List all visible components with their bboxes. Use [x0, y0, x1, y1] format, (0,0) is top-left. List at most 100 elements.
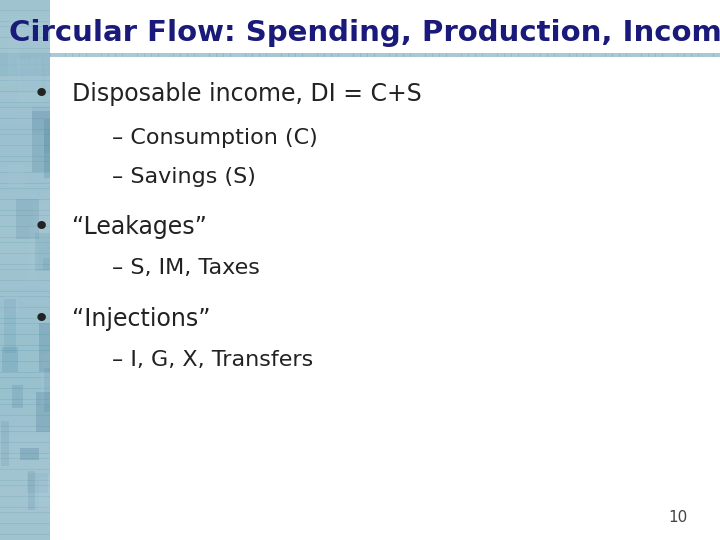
Bar	[0, 253, 50, 259]
Bar	[0, 226, 50, 232]
Bar	[0, 469, 50, 475]
Bar	[0, 329, 50, 335]
Text: – Consumption (C): – Consumption (C)	[112, 127, 318, 148]
Bar	[0, 361, 50, 367]
Bar	[44, 133, 56, 153]
Bar	[0, 210, 50, 216]
Bar	[166, 53, 174, 76]
Bar	[0, 59, 50, 65]
Bar	[0, 232, 50, 238]
Bar	[27, 473, 48, 493]
Bar	[475, 53, 483, 76]
Bar	[33, 201, 60, 238]
Bar	[0, 291, 50, 297]
Bar	[698, 53, 706, 76]
Text: Disposable income, DI = C+S: Disposable income, DI = C+S	[72, 83, 422, 106]
Bar	[130, 53, 138, 76]
Bar	[0, 286, 50, 292]
Bar	[0, 307, 50, 313]
Text: •: •	[32, 305, 50, 333]
Bar	[0, 194, 50, 200]
Bar	[173, 53, 181, 76]
Bar	[0, 480, 50, 486]
Bar	[115, 53, 123, 76]
Bar	[17, 69, 46, 93]
Bar	[634, 53, 642, 76]
Bar	[583, 53, 591, 76]
Bar	[410, 53, 418, 76]
Bar	[0, 259, 50, 265]
Bar	[0, 43, 50, 49]
Bar	[29, 53, 37, 76]
Bar	[44, 119, 73, 178]
Bar	[41, 354, 58, 406]
Bar	[0, 496, 50, 502]
Bar	[16, 199, 39, 239]
Bar	[0, 156, 50, 162]
Bar	[7, 53, 15, 76]
Bar	[0, 183, 50, 189]
Bar	[0, 86, 50, 92]
Bar	[0, 32, 50, 38]
Bar	[65, 53, 73, 76]
Bar	[0, 458, 50, 464]
Bar	[677, 53, 685, 76]
Bar	[374, 53, 382, 76]
Bar	[0, 410, 50, 416]
Bar	[331, 53, 339, 76]
Bar	[17, 59, 41, 102]
Bar	[0, 518, 50, 524]
Bar	[0, 269, 50, 275]
Bar	[0, 512, 50, 518]
Bar	[0, 70, 50, 76]
Bar	[0, 453, 50, 459]
Bar	[0, 296, 50, 302]
Bar	[0, 485, 50, 491]
Bar	[0, 205, 50, 211]
Text: “Injections”: “Injections”	[72, 307, 210, 330]
Bar	[0, 37, 50, 43]
Bar	[547, 53, 555, 76]
Bar	[562, 53, 570, 76]
Bar	[58, 53, 66, 76]
Bar	[0, 140, 50, 146]
Bar	[0, 431, 50, 437]
Bar	[670, 53, 678, 76]
Bar	[432, 53, 440, 76]
Bar	[230, 53, 238, 76]
Bar	[605, 53, 613, 76]
Bar	[35, 233, 60, 271]
Bar	[0, 161, 50, 167]
Bar	[0, 48, 50, 54]
Text: 10: 10	[668, 510, 688, 525]
Bar	[619, 53, 627, 76]
Bar	[37, 393, 64, 433]
Bar	[252, 53, 260, 76]
Bar	[626, 53, 634, 76]
Bar	[43, 53, 51, 76]
Bar	[0, 383, 50, 389]
Bar	[194, 53, 202, 76]
Bar	[0, 367, 50, 373]
Bar	[540, 53, 548, 76]
Bar	[122, 53, 130, 76]
Bar	[137, 53, 145, 76]
Bar	[245, 53, 253, 76]
Bar	[295, 53, 303, 76]
Bar	[655, 53, 663, 76]
Bar	[0, 523, 50, 529]
Bar	[706, 53, 714, 76]
Bar	[32, 106, 53, 133]
Bar	[158, 53, 166, 76]
Bar	[144, 53, 152, 76]
Bar	[0, 334, 50, 340]
Bar	[0, 421, 50, 427]
Bar	[281, 53, 289, 76]
Bar	[0, 113, 50, 119]
Bar	[0, 345, 50, 351]
Bar	[0, 437, 50, 443]
Bar	[0, 394, 50, 400]
Bar	[662, 53, 670, 76]
Bar	[310, 53, 318, 76]
Bar	[0, 237, 50, 243]
